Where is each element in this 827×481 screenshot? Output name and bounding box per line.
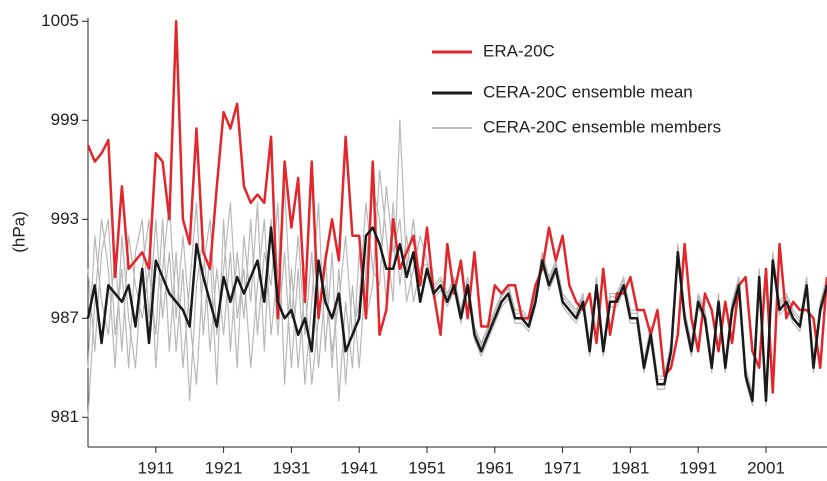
x-tick-label: 1991: [679, 458, 717, 477]
x-tick-label: 1971: [544, 458, 582, 477]
x-tick-label: 1931: [272, 458, 310, 477]
x-tick-label: 1941: [340, 458, 378, 477]
x-tick-label: 1921: [205, 458, 243, 477]
series-line: [86, 20, 827, 394]
y-tick-label: 1005: [41, 11, 79, 30]
y-tick-label: 981: [51, 407, 79, 426]
x-tick-label: 1961: [476, 458, 514, 477]
y-tick-label: 999: [51, 110, 79, 129]
y-axis-label: (hPa): [9, 211, 28, 253]
x-tick-label: 1981: [611, 458, 649, 477]
x-tick-label: 1911: [138, 458, 175, 477]
legend-label: CERA-20C ensemble mean: [483, 82, 693, 101]
y-tick-label: 993: [51, 209, 79, 228]
y-tick-label: 987: [51, 308, 79, 327]
x-tick-label: 2001: [747, 458, 785, 477]
series-line: [86, 226, 827, 403]
legend-label: CERA-20C ensemble members: [483, 117, 721, 136]
legend-label: ERA-20C: [483, 41, 555, 60]
x-tick-label: 1951: [408, 458, 446, 477]
